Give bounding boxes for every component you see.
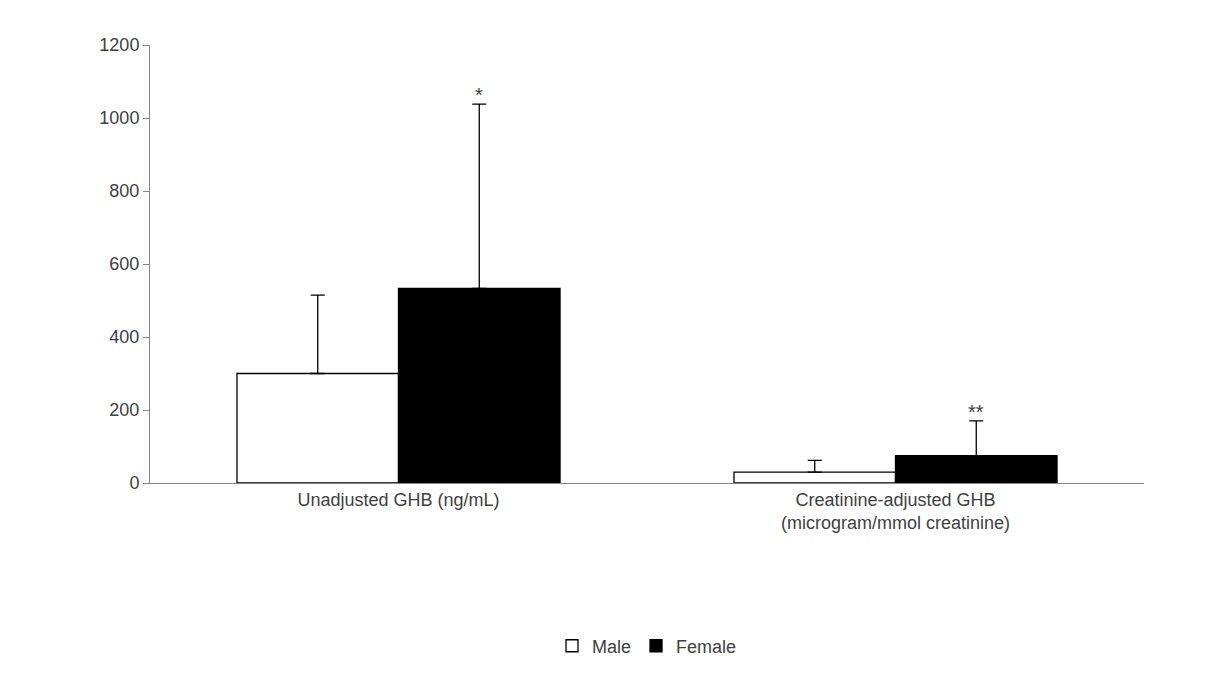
svg-text:800: 800: [109, 181, 139, 201]
svg-text:**: **: [968, 401, 984, 423]
svg-text:1000: 1000: [99, 108, 139, 128]
svg-text:Male: Male: [592, 637, 631, 657]
svg-text:600: 600: [109, 254, 139, 274]
svg-text:*: *: [475, 84, 483, 106]
svg-text:400: 400: [109, 327, 139, 347]
svg-text:Creatinine-adjusted GHB(microg: Creatinine-adjusted GHB(microgram/mmol c…: [781, 490, 1010, 533]
svg-text:200: 200: [109, 400, 139, 420]
svg-text:Unadjusted GHB (ng/mL): Unadjusted GHB (ng/mL): [297, 490, 499, 510]
svg-text:Female: Female: [676, 637, 736, 657]
svg-text:0: 0: [129, 473, 139, 493]
svg-text:1200: 1200: [99, 35, 139, 55]
